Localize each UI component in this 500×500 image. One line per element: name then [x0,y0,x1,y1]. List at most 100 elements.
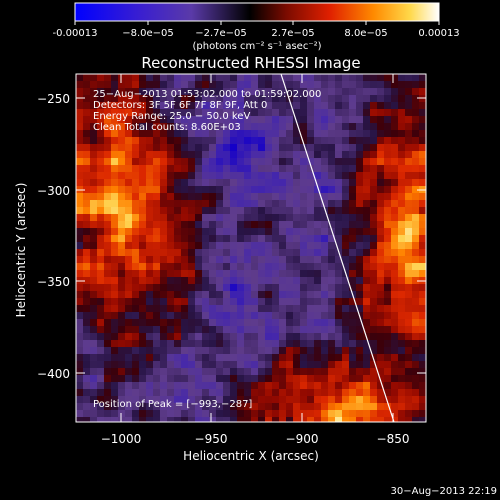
image-pixel [286,116,294,124]
image-pixel [97,74,105,82]
image-pixel [328,326,336,334]
image-pixel [398,95,406,103]
image-pixel [104,347,112,355]
image-pixel [370,368,378,376]
image-pixel [90,291,98,299]
image-pixel [391,123,399,131]
image-pixel [307,361,315,369]
image-pixel [279,186,287,194]
image-pixel [83,81,91,89]
image-pixel [398,256,406,264]
image-pixel [377,263,385,271]
image-pixel [146,319,154,327]
image-pixel [160,193,168,201]
image-pixel [342,200,350,208]
image-pixel [265,333,273,341]
image-pixel [160,284,168,292]
image-pixel [90,340,98,348]
image-pixel [412,235,420,243]
image-pixel [146,179,154,187]
image-pixel [314,179,322,187]
image-pixel [181,403,189,411]
image-pixel [258,88,266,96]
image-pixel [90,207,98,215]
image-pixel [321,172,329,180]
image-pixel [244,137,252,145]
image-pixel [174,417,182,422]
image-pixel [335,186,343,194]
image-pixel [181,291,189,299]
image-pixel [167,186,175,194]
image-pixel [363,396,371,404]
image-pixel [272,354,280,362]
image-pixel [146,116,154,124]
image-pixel [349,263,357,271]
image-pixel [181,207,189,215]
image-pixel [307,172,315,180]
image-pixel [412,326,420,334]
image-pixel [419,263,426,271]
image-pixel [97,263,105,271]
image-pixel [272,249,280,257]
image-pixel [90,116,98,124]
image-pixel [363,81,371,89]
x-tick-label: −900 [286,432,319,446]
image-pixel [118,74,126,82]
image-pixel [279,193,287,201]
image-pixel [398,333,406,341]
image-pixel [307,305,315,313]
image-pixel [125,235,133,243]
image-pixel [398,221,406,229]
image-pixel [195,214,203,222]
image-pixel [272,333,280,341]
image-pixel [258,319,266,327]
image-pixel [83,235,91,243]
image-pixel [188,263,196,271]
image-pixel [174,207,182,215]
image-pixel [363,179,371,187]
image-pixel [419,81,426,89]
image-pixel [139,165,147,173]
image-pixel [384,403,392,411]
image-pixel [272,270,280,278]
image-pixel [370,347,378,355]
image-pixel [258,200,266,208]
image-pixel [258,95,266,103]
image-pixel [202,81,210,89]
image-pixel [139,172,147,180]
image-pixel [286,249,294,257]
image-pixel [279,333,287,341]
image-pixel [111,249,119,257]
image-pixel [195,368,203,376]
image-pixel [258,277,266,285]
image-pixel [272,235,280,243]
image-pixel [244,109,252,117]
image-pixel [356,410,364,418]
image-pixel [314,137,322,145]
image-pixel [244,389,252,397]
image-pixel [377,347,385,355]
image-pixel [216,130,224,138]
image-pixel [265,144,273,152]
image-pixel [174,242,182,250]
image-pixel [83,109,91,117]
image-pixel [209,165,217,173]
image-pixel [258,228,266,236]
image-pixel [419,74,426,82]
image-pixel [265,151,273,159]
image-pixel [216,158,224,166]
image-pixel [370,319,378,327]
image-pixel [405,130,413,138]
image-pixel [153,389,161,397]
image-pixel [76,221,84,229]
image-pixel [209,270,217,278]
image-pixel [97,298,105,306]
image-pixel [377,130,385,138]
image-pixel [328,382,336,390]
image-pixel [118,109,126,117]
y-tick-label: −400 [37,367,70,381]
image-pixel [83,319,91,327]
image-pixel [335,214,343,222]
image-pixel [181,263,189,271]
image-pixel [384,158,392,166]
